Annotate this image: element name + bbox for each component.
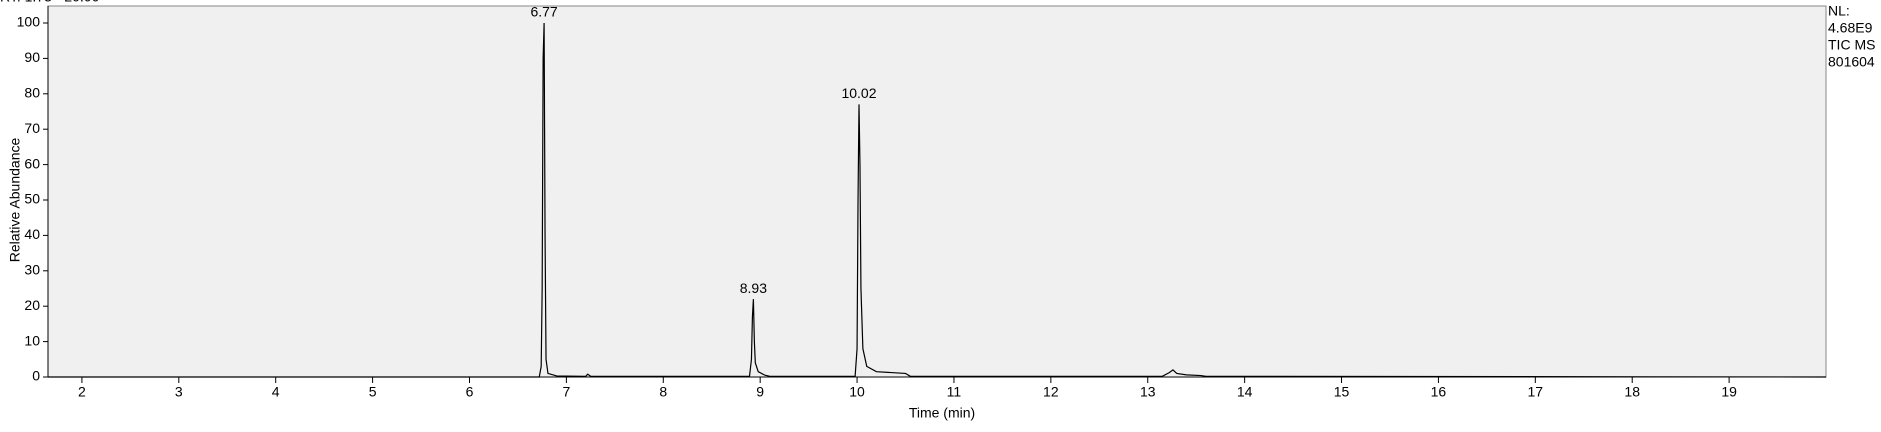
x-axis-label: Time (min) [909,405,975,421]
y-tick-label: 0 [32,368,40,384]
x-tick-label: 17 [1528,384,1544,400]
range-text: RT: 1.73 - 20.00 [0,0,100,5]
x-tick-label: 10 [849,384,865,400]
trace-line [48,22,1827,378]
plot-area [47,5,1827,378]
x-tick-label: 8 [659,384,667,400]
peak-label: 6.77 [530,4,557,20]
info-text: 801604 [1828,54,1875,70]
info-text: 4.68E9 [1828,20,1873,36]
x-tick-label: 12 [1043,384,1059,400]
x-tick-label: 16 [1431,384,1447,400]
info-text: TIC MS [1828,37,1875,53]
x-tick-label: 6 [466,384,474,400]
x-tick-label: 4 [272,384,280,400]
x-tick-label: 2 [78,384,86,400]
x-tick-label: 19 [1721,384,1737,400]
x-tick-label: 11 [947,384,962,400]
info-text: NL: [1828,3,1850,19]
x-tick-label: 15 [1334,384,1350,400]
x-tick-label: 13 [1140,384,1156,400]
y-tick-label: 90 [24,49,40,65]
y-axis-label: Relative Abundance [7,138,23,263]
y-tick-label: 100 [17,14,41,30]
x-tick-label: 18 [1624,384,1640,400]
peak-label: 10.02 [841,85,876,101]
y-tick-label: 60 [24,155,40,171]
y-tick-label: 70 [24,120,40,136]
x-tick-label: 14 [1237,384,1253,400]
x-tick-label: 3 [175,384,183,400]
peak-label: 8.93 [740,280,767,296]
y-tick-label: 30 [24,262,40,278]
y-tick-label: 20 [24,297,40,313]
x-tick-label: 5 [369,384,377,400]
x-tick-label: 7 [562,384,570,400]
x-tick-label: 9 [756,384,764,400]
y-tick-label: 50 [24,191,40,207]
y-tick-label: 40 [24,226,40,242]
y-tick-label: 80 [24,85,40,101]
y-tick-label: 10 [24,332,40,348]
